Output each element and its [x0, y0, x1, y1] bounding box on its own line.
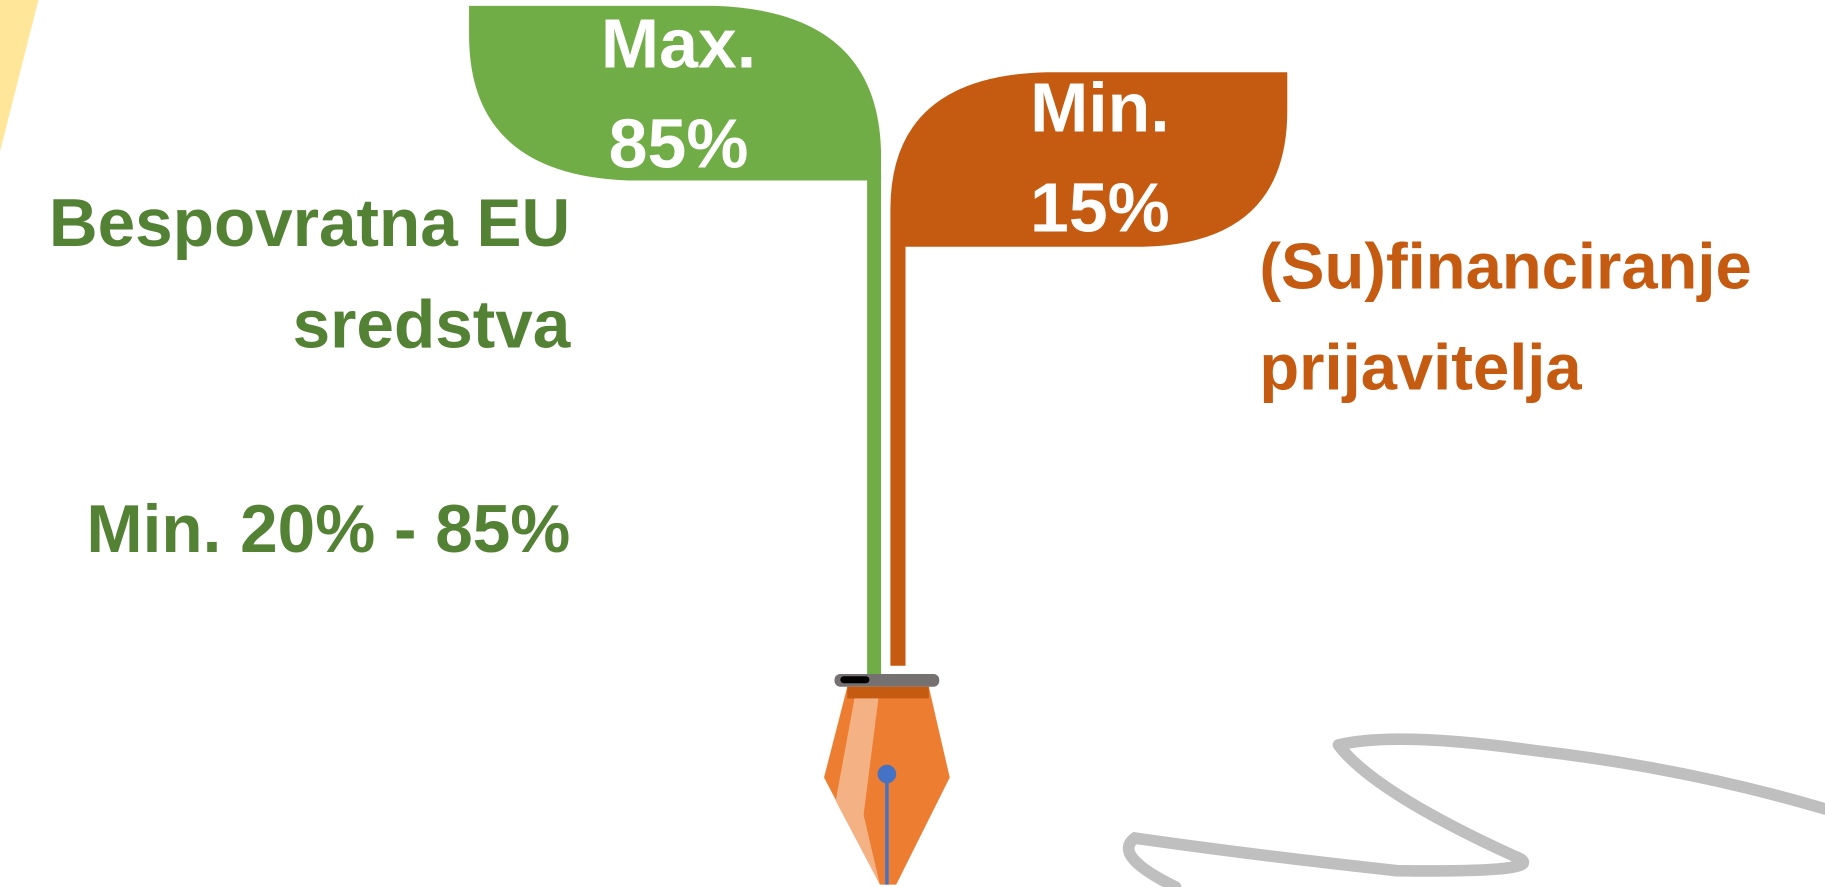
title-line: sredstva	[293, 287, 571, 362]
squiggle	[1129, 739, 1825, 887]
green-stem	[867, 175, 881, 678]
title-line: Bespovratna EU	[49, 186, 570, 261]
title-line: prijavitelja	[1259, 331, 1582, 404]
flag-label: Max.	[601, 4, 756, 82]
range-text: Min. 20% - 85%	[86, 492, 570, 567]
orange-flag	[890, 72, 1287, 666]
pen-hole	[878, 765, 897, 784]
flag-label: Min.	[1030, 68, 1170, 146]
page: {"left": {"flag_label": "Max.", "flag_va…	[0, 0, 1825, 887]
pen-collar-mark	[840, 676, 869, 683]
corner-decoration	[0, 0, 38, 151]
title-line: (Su)financiranje	[1259, 229, 1751, 302]
pen-nib-top	[847, 687, 928, 699]
infographic: Max. 85% Min. 15% Bespovratna EU sredstv…	[0, 0, 1825, 887]
flag-value: 15%	[1030, 169, 1170, 247]
flag-value: 85%	[609, 104, 749, 182]
